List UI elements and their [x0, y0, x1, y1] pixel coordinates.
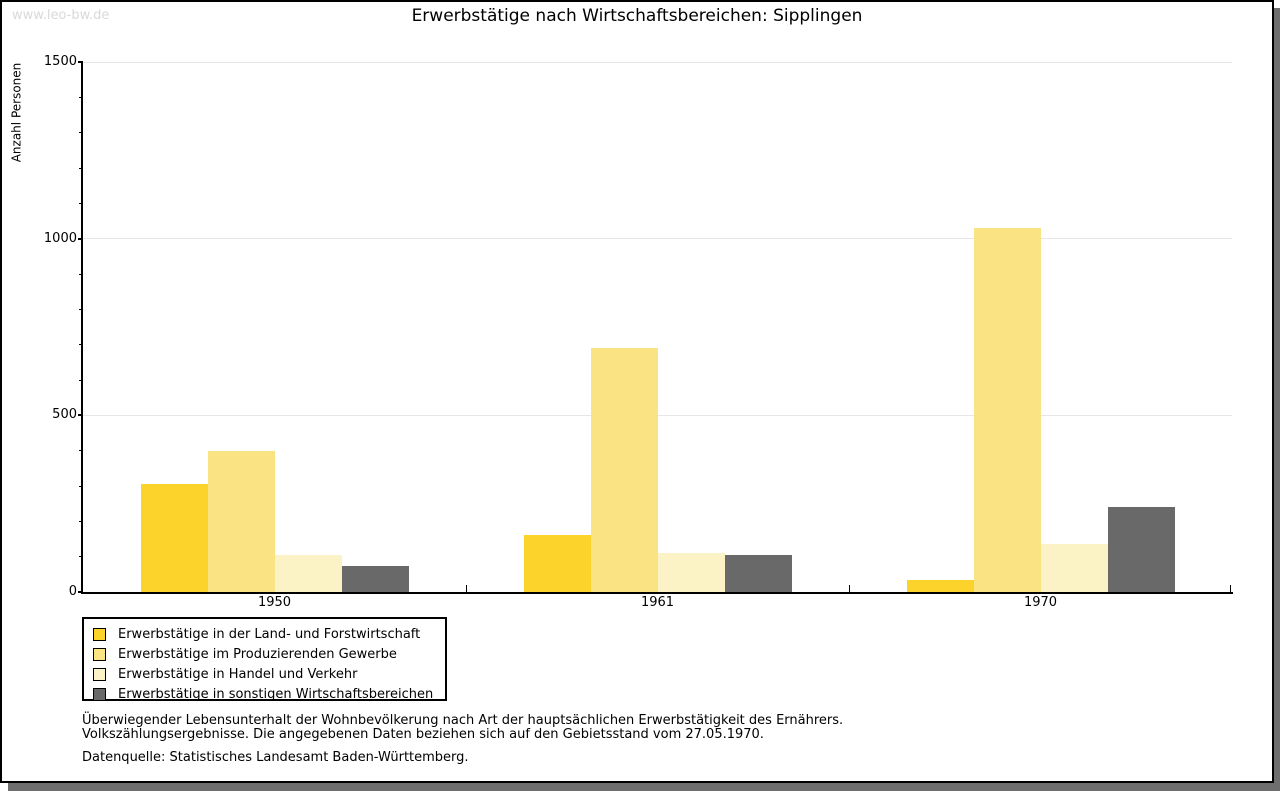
footnote-line-1: Überwiegender Lebensunterhalt der Wohnbe…	[82, 713, 844, 728]
legend-swatch-icon	[93, 647, 106, 661]
x-tick-label-1961: 1961	[640, 595, 675, 610]
y-axis-line	[81, 62, 83, 594]
bar-1970-series-2	[1040, 544, 1108, 592]
bar-1961-series-1	[590, 348, 658, 592]
x-tick-label-1970: 1970	[1023, 595, 1058, 610]
legend-swatch-icon	[93, 687, 106, 701]
footnote-line-2: Volkszählungsergebnisse. Die angegebenen…	[82, 727, 764, 742]
y-tick-label-1000: 1000	[43, 230, 77, 246]
legend-label: Erwerbstätige in sonstigen Wirtschaftsbe…	[118, 686, 434, 702]
bar-1950-series-1	[207, 450, 275, 592]
site-watermark: www.leo-bw.de	[12, 8, 110, 23]
legend-label: Erwerbstätige im Produzierenden Gewerbe	[118, 646, 397, 662]
x-boundary-tick-2	[849, 585, 850, 592]
y-tick-0	[78, 591, 83, 593]
bar-1961-series-0	[523, 535, 591, 592]
legend-label: Erwerbstätige in Handel und Verkehr	[118, 666, 358, 682]
legend-swatch-icon	[93, 667, 106, 681]
data-source: Datenquelle: Statistisches Landesamt Bad…	[82, 750, 469, 765]
legend-box: Erwerbstätige in der Land- und Forstwirt…	[82, 617, 447, 704]
legend-label: Erwerbstätige in der Land- und Forstwirt…	[118, 626, 421, 642]
bar-1970-series-1	[973, 228, 1041, 592]
y-tick-label-1500: 1500	[43, 54, 77, 69]
footnote-description: Überwiegender Lebensunterhalt der Wohnbe…	[82, 714, 843, 742]
plot-area: 0 500 1000 1500 1950 1961 1970	[44, 54, 1232, 610]
x-boundary-tick-3	[1230, 585, 1231, 592]
y-gridline-1000	[83, 238, 1232, 240]
legend-item-sonstige-wirtschaftsbereiche: Erwerbstätige in sonstigen Wirtschaftsbe…	[84, 684, 445, 704]
y-gridline-1500	[83, 61, 1232, 63]
y-tick-500	[78, 414, 83, 417]
legend-item-produzierendes-gewerbe: Erwerbstätige im Produzierenden Gewerbe	[84, 644, 445, 664]
x-tick-label-1950: 1950	[257, 595, 292, 610]
x-boundary-tick-1	[466, 585, 467, 592]
bar-1961-series-3	[724, 554, 792, 592]
bar-1961-series-2	[657, 553, 725, 592]
y-gridline-500	[83, 414, 1232, 416]
bar-1970-series-0	[906, 579, 974, 592]
chart-title: Erwerbstätige nach Wirtschaftsbereichen:…	[411, 6, 863, 26]
bar-1950-series-0	[140, 484, 208, 592]
bar-1950-series-3	[341, 565, 409, 592]
bar-1950-series-2	[274, 554, 342, 592]
y-axis-label: Anzahl Personen	[9, 62, 24, 163]
y-tick-1000	[78, 237, 83, 240]
bar-1970-series-3	[1107, 507, 1175, 592]
y-tick-label-0: 0	[68, 584, 77, 599]
y-tick-label-500: 500	[52, 407, 77, 423]
legend-item-handel-verkehr: Erwerbstätige in Handel und Verkehr	[84, 664, 445, 684]
legend-swatch-icon	[93, 627, 106, 641]
legend-item-land-forstwirtschaft: Erwerbstätige in der Land- und Forstwirt…	[84, 624, 445, 644]
y-tick-1500	[78, 61, 83, 63]
x-axis-line	[81, 592, 1233, 594]
